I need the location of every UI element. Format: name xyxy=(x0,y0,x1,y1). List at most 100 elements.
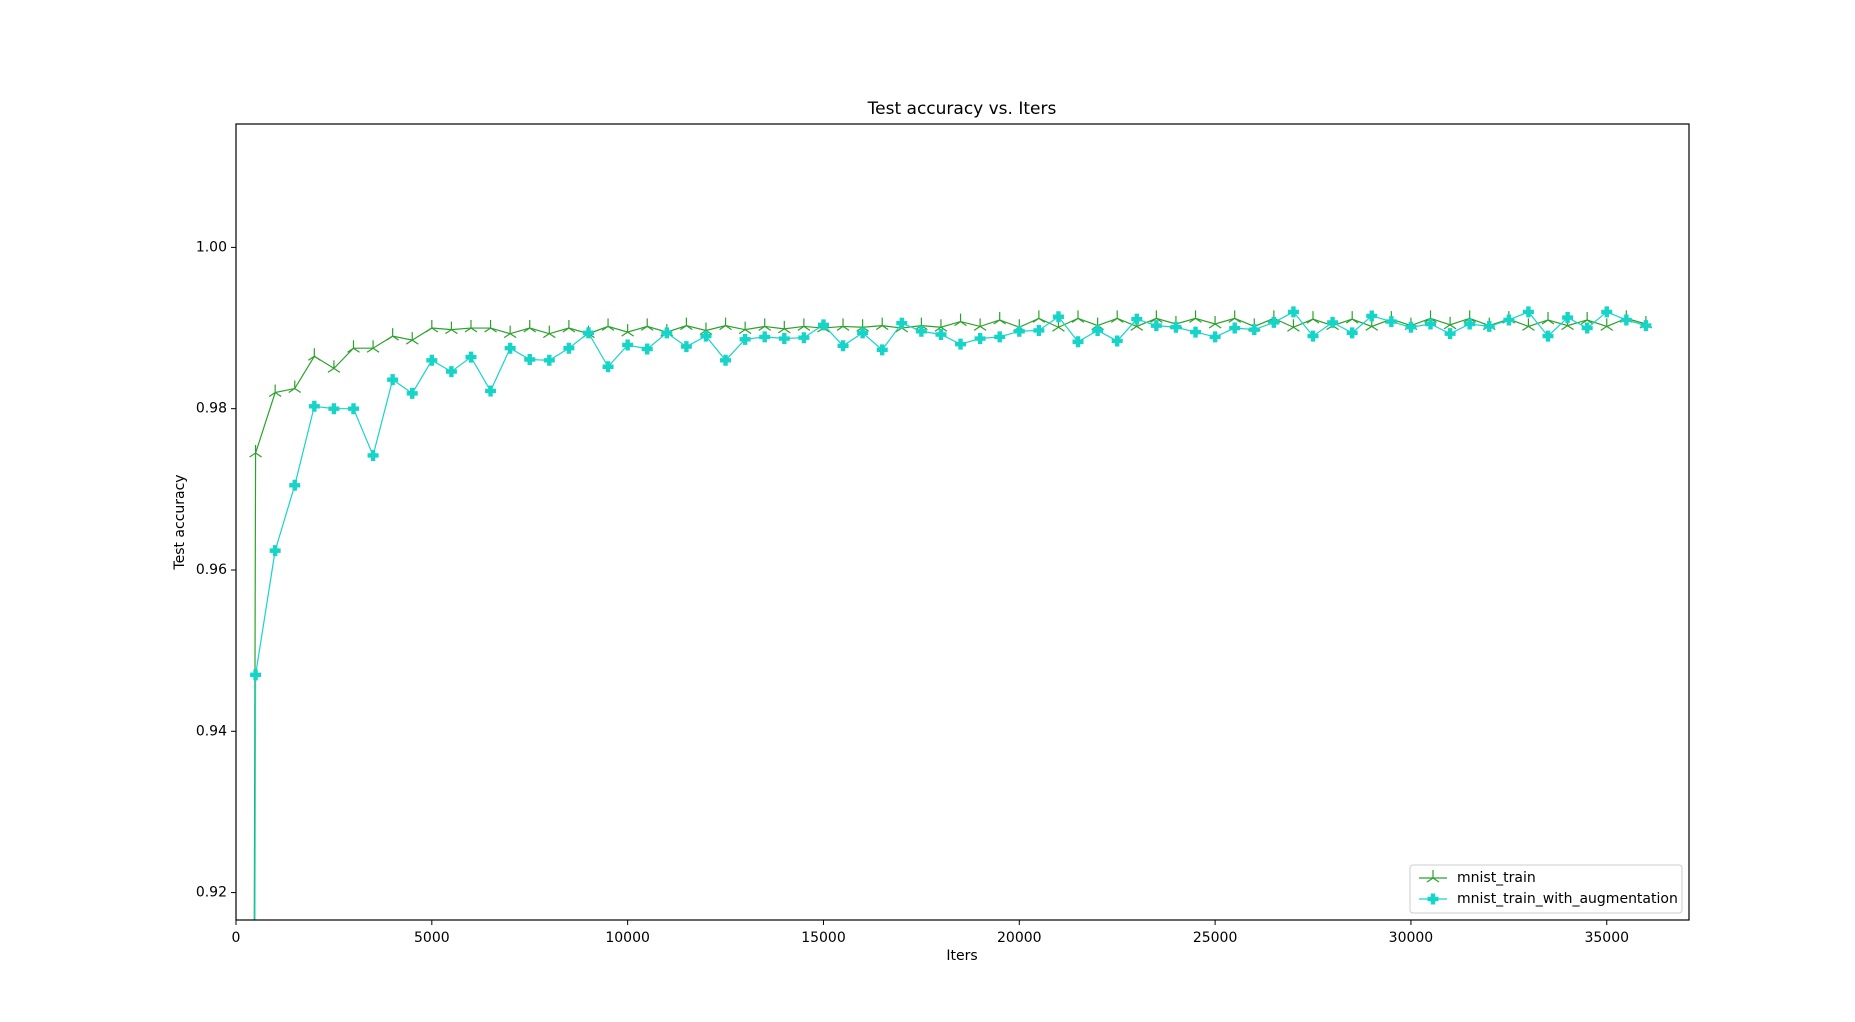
marker xyxy=(602,361,614,373)
marker xyxy=(640,318,654,331)
marker xyxy=(1427,893,1439,905)
marker xyxy=(405,332,419,345)
marker xyxy=(1150,310,1163,323)
marker xyxy=(367,449,379,461)
y-tick-label: 0.94 xyxy=(196,723,227,739)
marker xyxy=(778,333,790,345)
legend-label: mnist_train_with_augmentation xyxy=(1457,891,1678,907)
marker xyxy=(406,387,418,399)
marker xyxy=(739,333,751,345)
marker xyxy=(1600,318,1614,331)
marker xyxy=(955,338,967,350)
marker xyxy=(641,343,653,355)
marker xyxy=(974,333,986,345)
marker xyxy=(484,320,497,333)
marker xyxy=(622,339,634,351)
marker xyxy=(366,340,380,353)
x-tick-label: 10000 xyxy=(605,930,650,946)
marker xyxy=(1346,327,1358,339)
marker xyxy=(1366,310,1378,322)
marker xyxy=(935,328,947,340)
marker xyxy=(485,385,497,397)
chart-title: Test accuracy vs. Iters xyxy=(867,99,1057,119)
y-tick-label: 0.92 xyxy=(196,885,227,901)
marker xyxy=(269,545,281,557)
marker xyxy=(777,320,791,334)
marker xyxy=(1013,325,1025,337)
marker xyxy=(1327,316,1339,328)
marker xyxy=(1541,311,1555,325)
marker xyxy=(601,318,615,331)
marker xyxy=(836,318,850,331)
marker xyxy=(1426,870,1440,883)
marker xyxy=(1287,319,1300,332)
marker xyxy=(1092,324,1104,336)
x-tick-label: 35000 xyxy=(1584,930,1629,946)
marker xyxy=(934,319,948,332)
marker xyxy=(915,325,927,337)
marker xyxy=(347,403,359,415)
marker xyxy=(738,321,752,335)
marker xyxy=(503,325,517,339)
marker xyxy=(1522,318,1535,331)
marker xyxy=(1190,326,1202,338)
marker xyxy=(1170,321,1182,333)
marker xyxy=(993,311,1007,325)
marker xyxy=(563,342,575,354)
marker xyxy=(1208,316,1222,329)
marker xyxy=(347,340,360,353)
marker xyxy=(857,327,869,339)
marker xyxy=(1601,306,1613,318)
y-axis-label: Test accuracy xyxy=(172,474,188,570)
x-axis-label: Iters xyxy=(946,948,977,964)
legend-label: mnist_train xyxy=(1457,870,1536,886)
marker xyxy=(896,317,908,329)
series-line xyxy=(254,311,1647,920)
marker xyxy=(426,354,438,366)
marker xyxy=(524,353,536,365)
marker xyxy=(1581,322,1593,334)
marker xyxy=(1033,324,1045,336)
marker xyxy=(876,344,888,356)
marker xyxy=(328,403,340,415)
marker xyxy=(1443,316,1457,330)
marker xyxy=(954,313,967,327)
marker xyxy=(1110,310,1124,323)
marker xyxy=(837,340,849,352)
marker xyxy=(445,321,458,335)
marker xyxy=(973,318,987,331)
marker xyxy=(465,351,477,363)
marker xyxy=(1542,330,1554,342)
marker xyxy=(1306,311,1320,324)
marker xyxy=(1640,320,1652,332)
marker xyxy=(464,320,478,333)
marker xyxy=(1229,322,1241,334)
marker xyxy=(308,400,320,412)
marker xyxy=(1052,311,1064,323)
marker xyxy=(680,341,692,353)
marker xyxy=(994,331,1006,343)
legend-box xyxy=(1409,864,1683,914)
marker xyxy=(386,328,399,341)
marker xyxy=(758,318,772,331)
marker xyxy=(504,342,516,354)
x-tick-label: 30000 xyxy=(1389,930,1434,946)
marker xyxy=(1522,306,1534,318)
marker xyxy=(327,360,341,373)
y-tick-label: 0.96 xyxy=(196,562,227,578)
marker xyxy=(543,354,555,366)
marker xyxy=(1189,310,1202,323)
marker xyxy=(1503,314,1515,326)
marker xyxy=(288,380,302,394)
x-tick-label: 0 xyxy=(232,930,241,946)
x-tick-label: 25000 xyxy=(1193,930,1238,946)
marker xyxy=(798,332,810,344)
marker xyxy=(1111,335,1123,347)
marker xyxy=(621,324,634,337)
x-tick-label: 5000 xyxy=(414,930,450,946)
marker xyxy=(387,374,399,386)
marker xyxy=(1287,306,1299,318)
marker xyxy=(562,320,576,333)
marker xyxy=(1345,311,1359,324)
